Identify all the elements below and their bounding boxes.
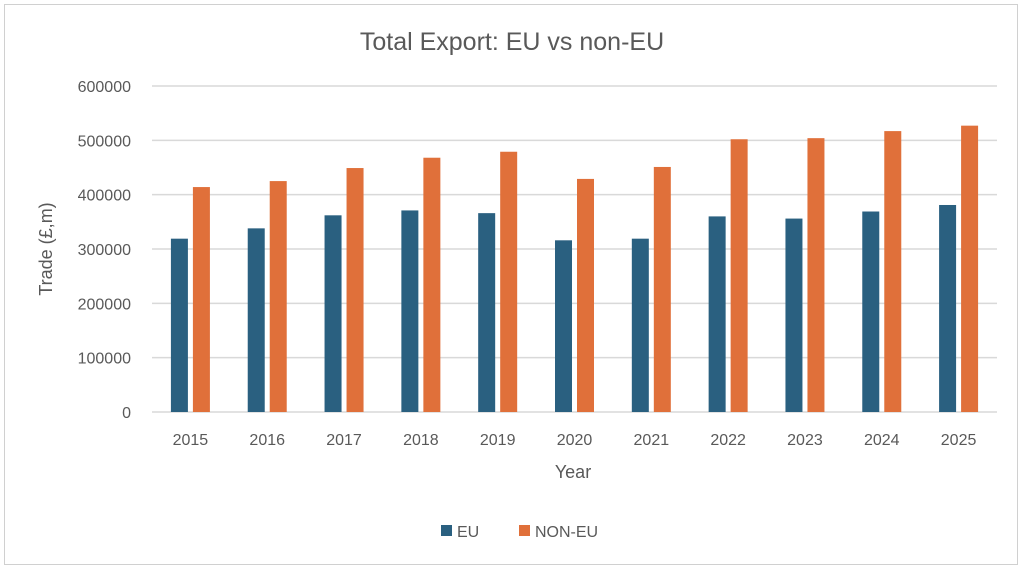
x-tick-label: 2019 bbox=[480, 432, 516, 449]
x-tick-label: 2015 bbox=[173, 432, 209, 449]
bar-eu-2022 bbox=[708, 216, 726, 412]
bar-eu-2015 bbox=[170, 238, 188, 412]
bar-eu-2021 bbox=[631, 238, 649, 412]
y-tick-label: 300000 bbox=[78, 242, 131, 259]
bar-non-eu-2017 bbox=[346, 168, 364, 412]
x-tick-label: 2023 bbox=[787, 432, 823, 449]
x-tick-label: 2022 bbox=[710, 432, 746, 449]
x-tick-label: 2016 bbox=[249, 432, 285, 449]
bar-non-eu-2021 bbox=[653, 166, 671, 412]
bar-eu-2025 bbox=[939, 204, 957, 412]
x-tick-label: 2020 bbox=[557, 432, 593, 449]
bar-non-eu-2016 bbox=[269, 181, 287, 412]
chart-title: Total Export: EU vs non-EU bbox=[360, 28, 664, 56]
x-tick-label: 2024 bbox=[864, 432, 900, 449]
x-tick-label: 2025 bbox=[941, 432, 977, 449]
bar-eu-2019 bbox=[478, 213, 496, 412]
bar-non-eu-2023 bbox=[807, 138, 825, 412]
bar-eu-2017 bbox=[324, 215, 342, 412]
x-tick-label: 2017 bbox=[326, 432, 362, 449]
y-tick-label: 600000 bbox=[78, 79, 131, 96]
y-tick-label: 0 bbox=[122, 405, 131, 422]
y-tick-label: 500000 bbox=[78, 133, 131, 150]
y-tick-label: 400000 bbox=[78, 188, 131, 205]
legend-label-non-eu: NON-EU bbox=[535, 524, 598, 541]
bar-eu-2018 bbox=[401, 210, 419, 412]
y-axis-label: Trade (£,m) bbox=[36, 202, 56, 295]
bar-non-eu-2020 bbox=[577, 178, 594, 412]
bar-eu-2020 bbox=[555, 240, 572, 412]
bar-non-eu-2024 bbox=[884, 131, 902, 412]
bar-non-eu-2022 bbox=[730, 139, 748, 412]
bar-eu-2016 bbox=[247, 228, 265, 412]
x-tick-label: 2021 bbox=[634, 432, 670, 449]
x-axis-label: Year bbox=[555, 462, 591, 482]
bar-eu-2023 bbox=[785, 218, 803, 412]
legend-label-eu: EU bbox=[457, 524, 479, 541]
bar-non-eu-2015 bbox=[192, 187, 210, 412]
legend-swatch-non-eu bbox=[519, 525, 530, 536]
y-tick-label: 200000 bbox=[78, 296, 131, 313]
bar-non-eu-2019 bbox=[500, 151, 518, 412]
x-tick-label: 2018 bbox=[403, 432, 439, 449]
bar-non-eu-2025 bbox=[961, 125, 979, 412]
chart-frame bbox=[4, 4, 1018, 565]
bar-eu-2024 bbox=[862, 211, 880, 412]
legend-swatch-eu bbox=[441, 525, 452, 536]
bar-non-eu-2018 bbox=[423, 157, 441, 412]
y-tick-label: 100000 bbox=[78, 351, 131, 368]
